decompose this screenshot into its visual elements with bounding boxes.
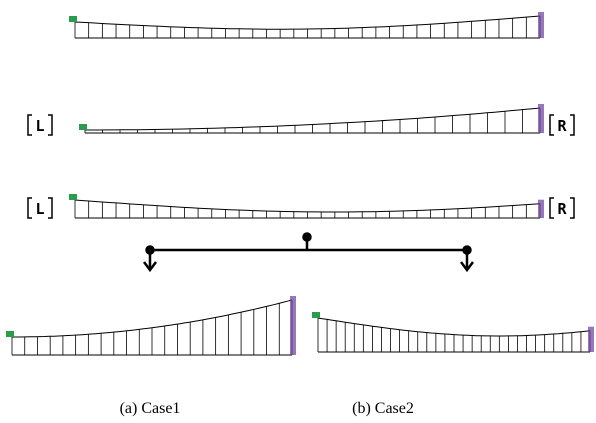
deck-profile bbox=[317, 317, 591, 337]
end-marker bbox=[312, 312, 320, 318]
splitter bbox=[143, 232, 474, 273]
left-label: L bbox=[35, 117, 44, 135]
end-marker bbox=[588, 326, 594, 352]
end-boxes bbox=[27, 114, 575, 219]
end-marker bbox=[290, 296, 296, 355]
left-label: L bbox=[35, 200, 44, 218]
end-marker bbox=[538, 12, 544, 38]
end-marker bbox=[6, 331, 14, 337]
deck-profile bbox=[74, 15, 541, 30]
caption: (a) Case1 bbox=[120, 400, 181, 417]
deck-profile bbox=[74, 199, 541, 213]
end-marker bbox=[538, 199, 544, 218]
end-marker bbox=[69, 16, 77, 22]
end-marker bbox=[79, 124, 87, 130]
right-label: R bbox=[557, 200, 567, 218]
right-label: R bbox=[557, 117, 567, 135]
end-marker bbox=[69, 194, 77, 200]
caption: (b) Case2 bbox=[352, 400, 414, 417]
end-marker bbox=[538, 104, 544, 133]
